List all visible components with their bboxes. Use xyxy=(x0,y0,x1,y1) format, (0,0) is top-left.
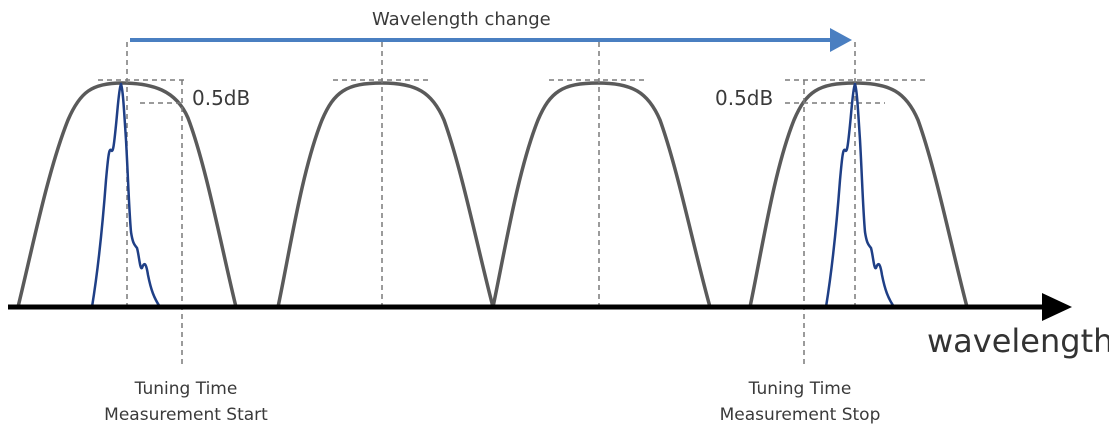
caption-stop-line2: Measurement Stop xyxy=(720,405,881,425)
db-label-left: 0.5dB xyxy=(192,86,250,110)
filter-passband-3 xyxy=(491,81,712,309)
vertical-dashed-lines xyxy=(126,42,856,365)
laser-spectrum-start xyxy=(90,82,162,309)
wavelength-change-arrowhead xyxy=(830,28,852,52)
caption-start-line2: Measurement Start xyxy=(104,405,268,425)
caption-start-line1: Tuning Time xyxy=(134,379,238,399)
axis-arrowhead xyxy=(1042,293,1072,321)
wavelength-axis xyxy=(8,293,1072,321)
laser-spectrum-curves xyxy=(90,82,896,309)
axis-label: wavelength xyxy=(927,322,1109,360)
filter-curves xyxy=(16,81,969,309)
caption-stop-line1: Tuning Time xyxy=(748,379,852,399)
filter-passband-1 xyxy=(16,81,238,309)
laser-spectrum-stop xyxy=(824,82,896,309)
wavelength-change-arrow xyxy=(130,28,852,52)
wavelength-change-label: Wavelength change xyxy=(372,9,551,30)
db-label-right: 0.5dB xyxy=(715,86,773,110)
filter-passband-2 xyxy=(276,81,495,309)
